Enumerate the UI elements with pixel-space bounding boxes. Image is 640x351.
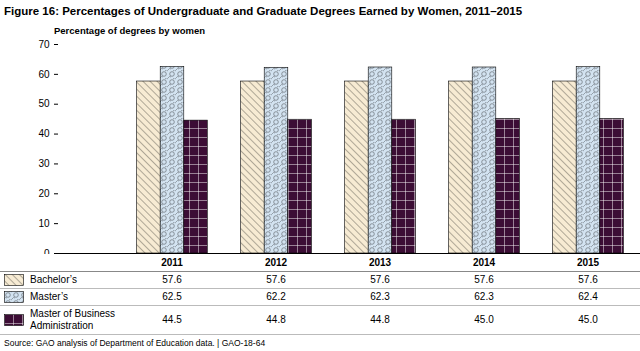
html-text:Percentage of degrees by women: Percentage of degrees by women (54, 25, 205, 36)
html-text:Bachelor’s: Bachelor’s (30, 274, 77, 285)
html-text:57.6: 57.6 (474, 274, 494, 285)
html-text:57.6: 57.6 (266, 274, 286, 285)
svg-text:70: 70 (38, 39, 50, 50)
html-text:2012: 2012 (264, 257, 288, 268)
html-text:44.5: 44.5 (162, 314, 182, 325)
html-text:57.6: 57.6 (370, 274, 390, 285)
svg-text:60: 60 (38, 69, 50, 80)
html-text:62.3: 62.3 (474, 291, 494, 302)
html-text:2014: 2014 (472, 257, 496, 268)
html-text:62.2: 62.2 (266, 291, 286, 302)
svg-text:40: 40 (38, 128, 50, 139)
svg-text:10: 10 (38, 218, 50, 229)
svg-text:50: 50 (38, 98, 50, 109)
svg-text:30: 30 (38, 158, 50, 169)
html-text:45.0: 45.0 (474, 314, 494, 325)
html-text:2013: 2013 (368, 257, 392, 268)
html-text:2015: 2015 (576, 257, 600, 268)
svg-text:0: 0 (44, 248, 50, 254)
html-text:Figure 16: Percentages of Unde: Figure 16: Percentages of Undergraduate … (4, 5, 523, 17)
html-text:62.4: 62.4 (578, 291, 598, 302)
html-text:62.5: 62.5 (162, 291, 182, 302)
html-text:2011: 2011 (161, 257, 183, 268)
html-text:45.0: 45.0 (578, 314, 598, 325)
html-text:57.6: 57.6 (162, 274, 182, 285)
html-text:44.8: 44.8 (266, 314, 286, 325)
html-text:Master of Business Administrat: Master of Business Administration (30, 308, 115, 331)
html-text:44.8: 44.8 (370, 314, 390, 325)
html-text:Source: GAO analysis of Depart: Source: GAO analysis of Department of Ed… (4, 338, 266, 348)
svg-text:20: 20 (38, 188, 50, 199)
html-text:Master’s: Master’s (30, 291, 68, 302)
html-text:62.3: 62.3 (370, 291, 390, 302)
html-text:57.6: 57.6 (578, 274, 598, 285)
